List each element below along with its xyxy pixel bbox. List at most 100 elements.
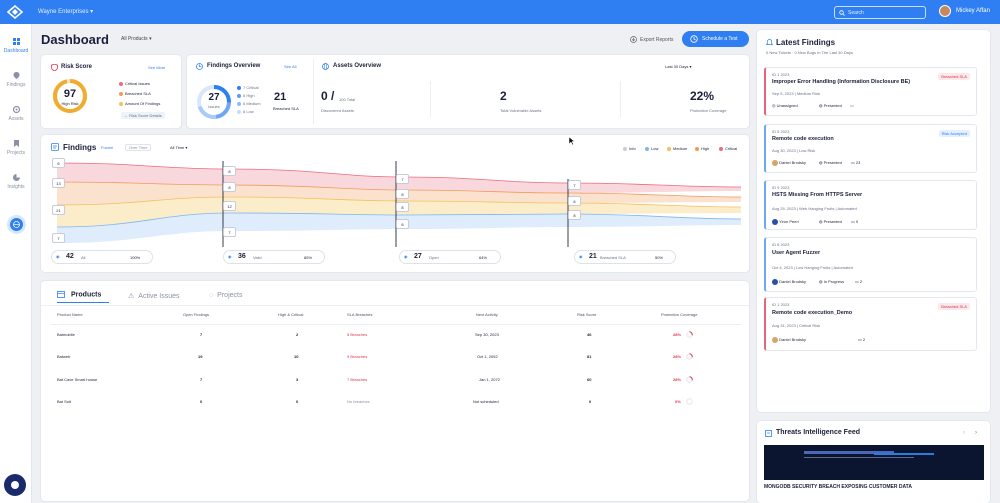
tab-active-issues[interactable]: ⚠ Active Issues — [128, 293, 180, 300]
risk-score-card: Risk Score See More 97 High Risk Critica… — [41, 55, 181, 128]
schedule-test-label: Schedule a Test — [702, 36, 738, 42]
risk-details-link[interactable]: ← Risk Score Details — [121, 112, 165, 119]
finding-meta: Sep 5, 2023 | Medium Risk — [772, 91, 820, 96]
finding-comments: ▭ 23 — [851, 160, 861, 165]
row-high-critical: 0 — [296, 399, 299, 404]
status-icon: ◍ — [819, 160, 823, 165]
risk-score-title: Risk Score — [61, 64, 93, 70]
finding-id: ID 1 2023 — [772, 72, 790, 77]
threat-article-image[interactable] — [764, 445, 984, 480]
finding-card[interactable]: ID 1 2023 Breached SLA Remote code execu… — [764, 297, 977, 351]
stage-sla-label: Breached SLA — [600, 255, 626, 260]
row-high-critical: 10 — [294, 354, 299, 359]
quick-action-button[interactable] — [10, 218, 23, 231]
findings-total-value: 27 — [208, 92, 220, 103]
funnel-chip-all-low: 7 — [52, 233, 65, 243]
finding-card[interactable]: ID 1 2023 Breached SLA Improper Error Ha… — [764, 67, 977, 116]
assets-coverage-value: 22% — [690, 89, 715, 103]
findings-icon — [13, 72, 19, 79]
row-product-name[interactable]: Batmobile — [57, 332, 75, 337]
row-sla-breaches: 7 Breaches — [347, 377, 368, 382]
comments-icon: ▭ — [855, 279, 859, 284]
row-product-name[interactable]: Batweb — [57, 354, 71, 359]
user-avatar[interactable] — [939, 5, 951, 17]
finding-title: User Agent Fuzzer — [772, 250, 821, 256]
finding-assignee: Daniel Brodsky — [772, 279, 806, 285]
assets-overview-title: Assets Overview — [333, 63, 382, 69]
row-risk-score: 81 — [587, 354, 592, 359]
user-name[interactable]: Mickey Affan — [956, 8, 990, 14]
risk-legend-breached: Breached SLA — [119, 91, 151, 96]
nav-projects[interactable]: Projects — [0, 140, 32, 156]
tab-products[interactable]: Products — [57, 291, 101, 298]
overview-see-all-link[interactable]: See All — [284, 64, 297, 69]
time-filter-dropdown[interactable]: All Time ▾ — [170, 145, 188, 150]
nav-projects-label: Projects — [6, 150, 26, 156]
tab-projects[interactable]: ◌ Projects — [209, 292, 243, 299]
warning-icon: ⚠ — [128, 293, 135, 300]
funnel-chip-valid-medium: 12 — [223, 201, 236, 211]
threats-feed-title: Threats Intelligence Feed — [776, 429, 861, 436]
chat-support-button[interactable] — [4, 474, 26, 496]
finding-title: HSTS Missing From HTTPS Server — [772, 192, 863, 198]
finding-badge: Breached SLA — [938, 303, 970, 310]
stage-all-pill[interactable]: ◉ 42 All 100% — [51, 250, 153, 264]
export-reports-button[interactable]: Export Reports — [626, 33, 678, 46]
row-open-findings: 7 — [200, 377, 203, 382]
findings-funnel-card: Findings Funnel Over Time All Time ▾ Inf… — [41, 135, 749, 272]
row-open-findings: 7 — [200, 332, 203, 337]
finding-comments: ▭ 2 — [855, 279, 863, 284]
stage-valid-icon: ◉ — [228, 254, 232, 259]
finding-id: ID 8 2023 — [772, 242, 790, 247]
finding-meta: Aug 25, 2023 | Web Hanging Fruits | Auto… — [772, 206, 857, 211]
stage-open-pill[interactable]: ◉ 27 Open 64% — [399, 250, 501, 264]
overview-critical: 7 Critical — [237, 85, 259, 90]
stage-all-value: 42 — [66, 253, 74, 260]
finding-assignee: Daniel Brodsky — [772, 160, 806, 166]
next-arrow-icon[interactable]: › — [975, 430, 977, 436]
stage-open-icon: ◉ — [404, 254, 408, 259]
risk-see-more-link[interactable]: See More — [148, 65, 166, 70]
stage-sla-pill[interactable]: ◉ 21 Breached SLA 50% — [574, 250, 676, 264]
stage-sla-pct: 50% — [655, 255, 664, 260]
nav-insights[interactable]: Insights — [0, 174, 32, 190]
status-icon: ◍ — [819, 103, 823, 108]
stage-all-pct: 100% — [130, 255, 141, 260]
search-input[interactable]: Search — [834, 6, 926, 19]
assets-vulnerable-label: Total Vulnerable Assets — [500, 108, 542, 113]
sidebar: Dashboard Findings Assets Projects Insig… — [0, 24, 32, 503]
risk-score-value: 97 — [63, 88, 77, 100]
schedule-test-button[interactable]: Schedule a Test — [682, 31, 749, 47]
row-product-name[interactable]: Bat Suit — [57, 399, 72, 404]
nav-findings[interactable]: Findings — [0, 72, 32, 88]
feed-icon — [765, 430, 772, 437]
finding-status: ◍ Presented — [819, 160, 842, 165]
stage-sla-icon: ◉ — [579, 254, 583, 259]
avatar — [772, 219, 778, 225]
overview-divider — [313, 59, 314, 124]
search-icon — [839, 10, 845, 16]
row-open-findings: 0 — [200, 399, 203, 404]
finding-card[interactable]: ID 5 2023 Risk Accepted Remote code exec… — [764, 124, 977, 173]
app-logo-icon[interactable] — [7, 5, 23, 19]
row-coverage: 28% — [673, 332, 682, 337]
comments-icon: ▭ — [851, 160, 855, 165]
nav-assets[interactable]: Assets — [0, 106, 32, 122]
finding-card[interactable]: ID 9 2023 HSTS Missing From HTTPS Server… — [764, 180, 977, 230]
assets-period-dropdown[interactable]: Last 30 Days ▾ — [665, 64, 692, 69]
stage-all-label: All — [81, 255, 86, 260]
row-product-name[interactable]: Bat Cave Smart house — [57, 377, 98, 382]
threat-headline[interactable]: MONGODB SECURITY BREACH EXPOSING CUSTOME… — [764, 484, 912, 490]
stage-valid-pill[interactable]: ◉ 36 Valid 85% — [223, 250, 325, 264]
finding-card[interactable]: ID 8 2023 User Agent Fuzzer Oct 4, 2023 … — [764, 237, 977, 292]
finding-title: Improper Error Handling (Information Dis… — [772, 79, 911, 85]
organization-selector[interactable]: Wayne Enterprises ▾ — [38, 9, 94, 15]
tab-over-time[interactable]: Over Time — [125, 144, 152, 151]
top-bar: Wayne Enterprises ▾ Search Mickey Affan — [0, 0, 1000, 24]
funnel-legend-medium: Medium — [667, 146, 687, 151]
threats-feed-panel: Threats Intelligence Feed ‹ › MONGODB SE… — [757, 421, 990, 503]
nav-dashboard[interactable]: Dashboard — [0, 38, 32, 54]
prev-arrow-icon[interactable]: ‹ — [963, 430, 965, 436]
tab-funnel[interactable]: Funnel — [101, 145, 114, 150]
product-filter-dropdown[interactable]: All Products ▾ — [121, 36, 152, 42]
